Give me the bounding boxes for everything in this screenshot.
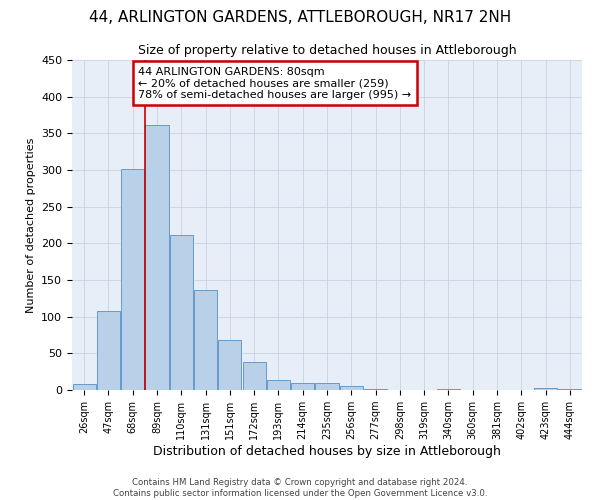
Bar [437,388,460,390]
Bar [97,311,120,390]
Text: Contains HM Land Registry data © Crown copyright and database right 2024.
Contai: Contains HM Land Registry data © Crown c… [113,478,487,498]
Bar [340,386,363,390]
Bar [145,124,169,390]
Bar [242,362,266,390]
Bar [267,380,290,390]
Bar [121,170,144,390]
Bar [316,384,338,390]
Title: Size of property relative to detached houses in Attleborough: Size of property relative to detached ho… [137,44,517,58]
Text: 44, ARLINGTON GARDENS, ATTLEBOROUGH, NR17 2NH: 44, ARLINGTON GARDENS, ATTLEBOROUGH, NR1… [89,10,511,25]
Bar [534,388,557,390]
Bar [364,388,387,390]
Y-axis label: Number of detached properties: Number of detached properties [26,138,35,312]
Bar [170,234,193,390]
X-axis label: Distribution of detached houses by size in Attleborough: Distribution of detached houses by size … [153,445,501,458]
Bar [194,290,217,390]
Bar [73,384,95,390]
Text: 44 ARLINGTON GARDENS: 80sqm
← 20% of detached houses are smaller (259)
78% of se: 44 ARLINGTON GARDENS: 80sqm ← 20% of det… [139,66,412,100]
Bar [218,340,241,390]
Bar [291,382,314,390]
Bar [559,388,581,390]
